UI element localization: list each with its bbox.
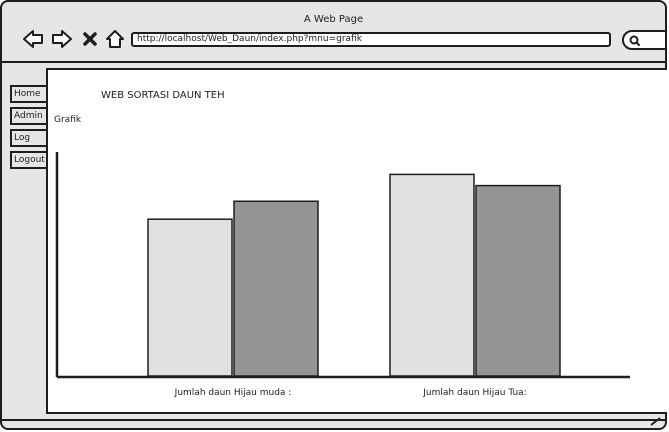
close-icon[interactable] bbox=[82, 31, 98, 47]
category-label-1: Jumlah daun Hijau muda : bbox=[174, 388, 292, 398]
sidebar-item-home[interactable]: Home bbox=[10, 85, 46, 103]
resize-handle-icon[interactable] bbox=[649, 416, 661, 426]
arrow-left-icon[interactable] bbox=[22, 28, 44, 50]
arrow-right-icon[interactable] bbox=[51, 28, 73, 50]
page-title: WEB SORTASI DAUN TEH bbox=[101, 90, 225, 101]
category-label-2: Jumlah daun Hijau Tua: bbox=[422, 388, 526, 398]
section-label: Grafik bbox=[54, 115, 82, 125]
sidebar-item-log[interactable]: Log bbox=[10, 129, 46, 147]
search-icon bbox=[629, 35, 640, 46]
sidebar-item-logout[interactable]: Logout bbox=[10, 151, 46, 169]
bar-2-1 bbox=[389, 173, 475, 377]
search-field[interactable] bbox=[622, 30, 665, 50]
bar-2-2 bbox=[475, 184, 561, 377]
home-icon[interactable] bbox=[104, 28, 126, 50]
address-bar[interactable]: http://localhost/Web_Daun/index.php?mnu=… bbox=[131, 32, 611, 47]
status-bar bbox=[2, 419, 665, 421]
toolbar-divider bbox=[2, 61, 665, 63]
window-title: A Web Page bbox=[303, 14, 364, 25]
sidebar-item-admin[interactable]: Admin bbox=[10, 107, 46, 125]
bar-1-1 bbox=[147, 218, 233, 377]
bar-1-2 bbox=[233, 200, 319, 377]
